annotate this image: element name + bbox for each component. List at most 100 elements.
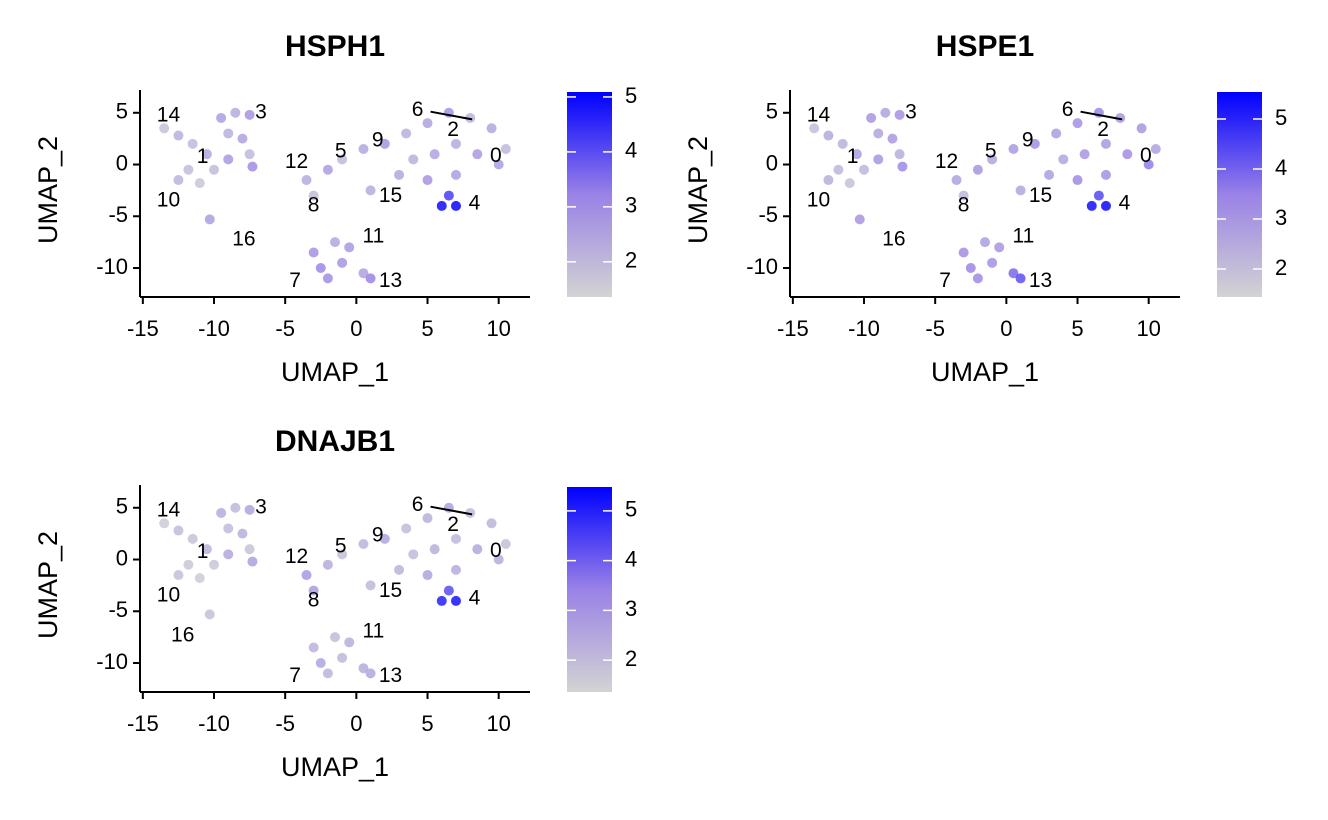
cell-point	[194, 573, 205, 584]
cluster-label: 13	[379, 664, 402, 687]
cell-point	[358, 538, 369, 549]
cell-point	[1086, 200, 1097, 211]
cell-point	[880, 107, 891, 118]
cell-point	[1150, 143, 1161, 154]
cell-point	[1008, 268, 1019, 279]
colorbar-tick-label: 3	[625, 596, 637, 621]
cell-point	[394, 564, 405, 575]
cell-point	[465, 507, 476, 518]
cell-point	[866, 112, 877, 123]
cell-point	[187, 138, 198, 149]
cell-point	[308, 642, 319, 653]
cell-point	[422, 175, 433, 186]
cluster-label: 13	[1029, 269, 1052, 292]
colorbar-tick-label: 2	[625, 248, 637, 273]
cell-point	[500, 143, 511, 154]
colorbar-tick-label: 3	[1275, 205, 1287, 230]
cell-point	[216, 507, 227, 518]
cluster-label: 14	[807, 103, 831, 126]
cell-point	[422, 570, 433, 581]
cell-point	[358, 663, 369, 674]
chart-title: HSPE1	[936, 30, 1034, 63]
cell-point	[330, 632, 340, 643]
cluster-label: 6	[412, 98, 424, 121]
cluster-label: 5	[335, 535, 347, 558]
cell-point	[365, 185, 376, 196]
cell-point	[223, 128, 234, 139]
x-tick-label: 5	[1071, 316, 1083, 341]
x-tick-label: 10	[486, 711, 510, 736]
cluster-label: 8	[958, 193, 970, 216]
cell-point	[436, 200, 447, 211]
cluster-label: 10	[157, 188, 180, 211]
cell-point	[450, 138, 461, 149]
colorbar-tick-label: 5	[1275, 105, 1287, 130]
x-tick-label: -10	[198, 316, 230, 341]
cluster-label: 12	[935, 150, 958, 173]
cell-point	[1051, 128, 1062, 139]
x-tick-label: -15	[127, 316, 159, 341]
cell-point	[958, 190, 969, 201]
cell-point	[337, 549, 348, 560]
cluster-label: 15	[379, 184, 402, 207]
cell-point	[408, 549, 419, 560]
cell-point	[500, 538, 511, 549]
cluster-label: 16	[171, 624, 194, 647]
cell-point	[1079, 149, 1090, 160]
cluster-label: 8	[308, 588, 320, 611]
cluster-label: 11	[363, 620, 385, 643]
cluster-label: 9	[372, 128, 384, 151]
cell-point	[994, 242, 1005, 253]
colorbar-tick-label: 5	[625, 497, 637, 522]
cluster-label: 11	[1013, 225, 1035, 248]
cell-point	[1100, 169, 1111, 180]
cell-point	[230, 502, 241, 513]
colorbar-tick-label: 4	[625, 138, 637, 163]
cell-point	[493, 159, 504, 170]
colorbar-tick-label: 4	[1275, 155, 1287, 180]
cell-point	[429, 544, 440, 555]
cell-point	[201, 149, 212, 160]
y-tick-label: -10	[96, 649, 128, 674]
cluster-label: 2	[447, 118, 459, 141]
cell-point	[429, 149, 440, 160]
y-tick-label: 5	[116, 494, 128, 519]
cluster-label: 14	[157, 103, 181, 126]
cluster-label: 2	[1097, 118, 1109, 141]
cell-point	[854, 214, 865, 225]
x-axis-title: UMAP_1	[931, 357, 1039, 387]
y-axis-title: UMAP_2	[33, 136, 63, 244]
cluster-label: 12	[285, 150, 308, 173]
cluster-label: 1	[847, 145, 859, 168]
cell-point	[358, 143, 369, 154]
cell-point	[823, 175, 834, 186]
y-tick-label: 5	[766, 99, 778, 124]
cell-point	[315, 263, 326, 274]
y-tick-label: -10	[746, 254, 778, 279]
cell-point	[337, 154, 348, 165]
cell-point	[337, 652, 348, 663]
cell-point	[173, 175, 184, 186]
x-tick-label: -5	[275, 711, 295, 736]
colorbar-tick-label: 4	[625, 546, 637, 571]
cluster-label: 3	[255, 495, 267, 518]
cell-point	[322, 559, 333, 570]
cell-point	[823, 130, 834, 141]
cell-point	[401, 523, 412, 534]
cell-point	[187, 533, 198, 544]
colorbar-tick-label: 2	[625, 646, 637, 671]
cell-point	[159, 518, 170, 529]
cell-point	[443, 190, 454, 201]
cell-point	[833, 164, 844, 175]
cell-point	[422, 513, 433, 524]
cluster-label: 14	[157, 498, 181, 521]
cell-point	[897, 161, 908, 172]
colorbar	[567, 92, 612, 297]
cell-point	[1044, 169, 1055, 180]
cell-point	[244, 109, 255, 120]
cell-point	[237, 528, 248, 539]
cell-point	[301, 570, 312, 581]
x-tick-label: 5	[421, 711, 433, 736]
cluster-label: 16	[232, 228, 255, 251]
